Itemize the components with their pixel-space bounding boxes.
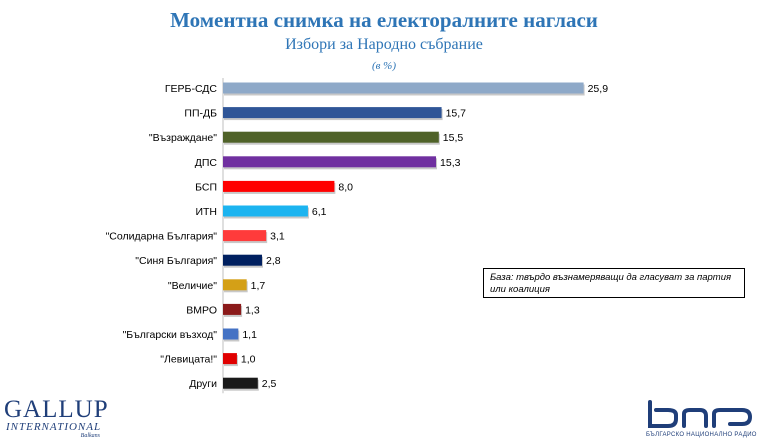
- category-label: "Солидарна България": [106, 231, 218, 243]
- category-label: "Величие": [168, 280, 217, 292]
- category-label: ИТН: [195, 206, 217, 218]
- bnr-logo-sub: БЪЛГАРСКО НАЦИОНАЛНО РАДИО: [646, 432, 757, 438]
- gallup-logo-sub: INTERNATIONAL: [6, 421, 102, 433]
- data-label: 3,1: [270, 231, 285, 243]
- data-label: 1,3: [245, 304, 260, 316]
- chart-subtitle: Избори за Народно събрание: [285, 36, 483, 53]
- chart-unit: (в %): [371, 60, 396, 72]
- data-label: 1,1: [242, 329, 257, 341]
- bnr-logo: БЪЛГАРСКО НАЦИОНАЛНО РАДИО: [646, 400, 758, 438]
- bar: [223, 328, 239, 340]
- category-label: ДПС: [195, 157, 218, 169]
- bar: [223, 230, 267, 242]
- bar: [223, 254, 262, 266]
- bar: [223, 353, 237, 365]
- base-note: База: твърдо възнамеряващи да гласуват з…: [483, 268, 745, 298]
- category-label: Други: [189, 378, 217, 390]
- category-label: ВМРО: [186, 304, 217, 316]
- category-label: "Синя България": [135, 255, 217, 267]
- data-label: 8,0: [338, 181, 353, 193]
- bar: [223, 303, 242, 315]
- category-label: "Български възход": [123, 329, 218, 341]
- category-label: ПП-ДБ: [184, 108, 217, 120]
- data-label: 1,0: [241, 354, 256, 366]
- bar: [223, 377, 258, 389]
- category-label: БСП: [195, 181, 217, 193]
- category-label: "Левицата!": [160, 354, 217, 366]
- bar: [223, 156, 437, 168]
- data-label: 6,1: [312, 206, 327, 218]
- bar-chart: ГЕРБ-СДС 25,9 ПП-ДБ 15,7 "Възраждане" 15,5 ДПС…: [106, 78, 609, 394]
- data-label: 15,7: [446, 108, 467, 120]
- data-label: 15,3: [440, 157, 461, 169]
- gallup-logo-main: GALLUP: [4, 396, 109, 423]
- bar: [223, 279, 247, 291]
- bnr-logo-mark: [648, 400, 753, 428]
- bar: [223, 131, 439, 143]
- data-label: 2,8: [266, 255, 281, 267]
- category-label: ГЕРБ-СДС: [165, 83, 218, 95]
- data-label: 2,5: [262, 378, 277, 390]
- data-label: 25,9: [588, 83, 609, 95]
- bar: [223, 180, 335, 192]
- data-label: 1,7: [251, 280, 266, 292]
- gallup-logo: GALLUP INTERNATIONAL Balkans: [4, 396, 114, 439]
- gallup-logo-small: Balkans: [80, 433, 100, 439]
- bar: [223, 205, 308, 217]
- bar: [223, 107, 442, 119]
- category-label: "Възраждане": [149, 132, 217, 144]
- chart-title: Моментна снимка на електоралните нагласи: [170, 8, 598, 32]
- data-label: 15,5: [443, 132, 464, 144]
- bar: [223, 82, 584, 94]
